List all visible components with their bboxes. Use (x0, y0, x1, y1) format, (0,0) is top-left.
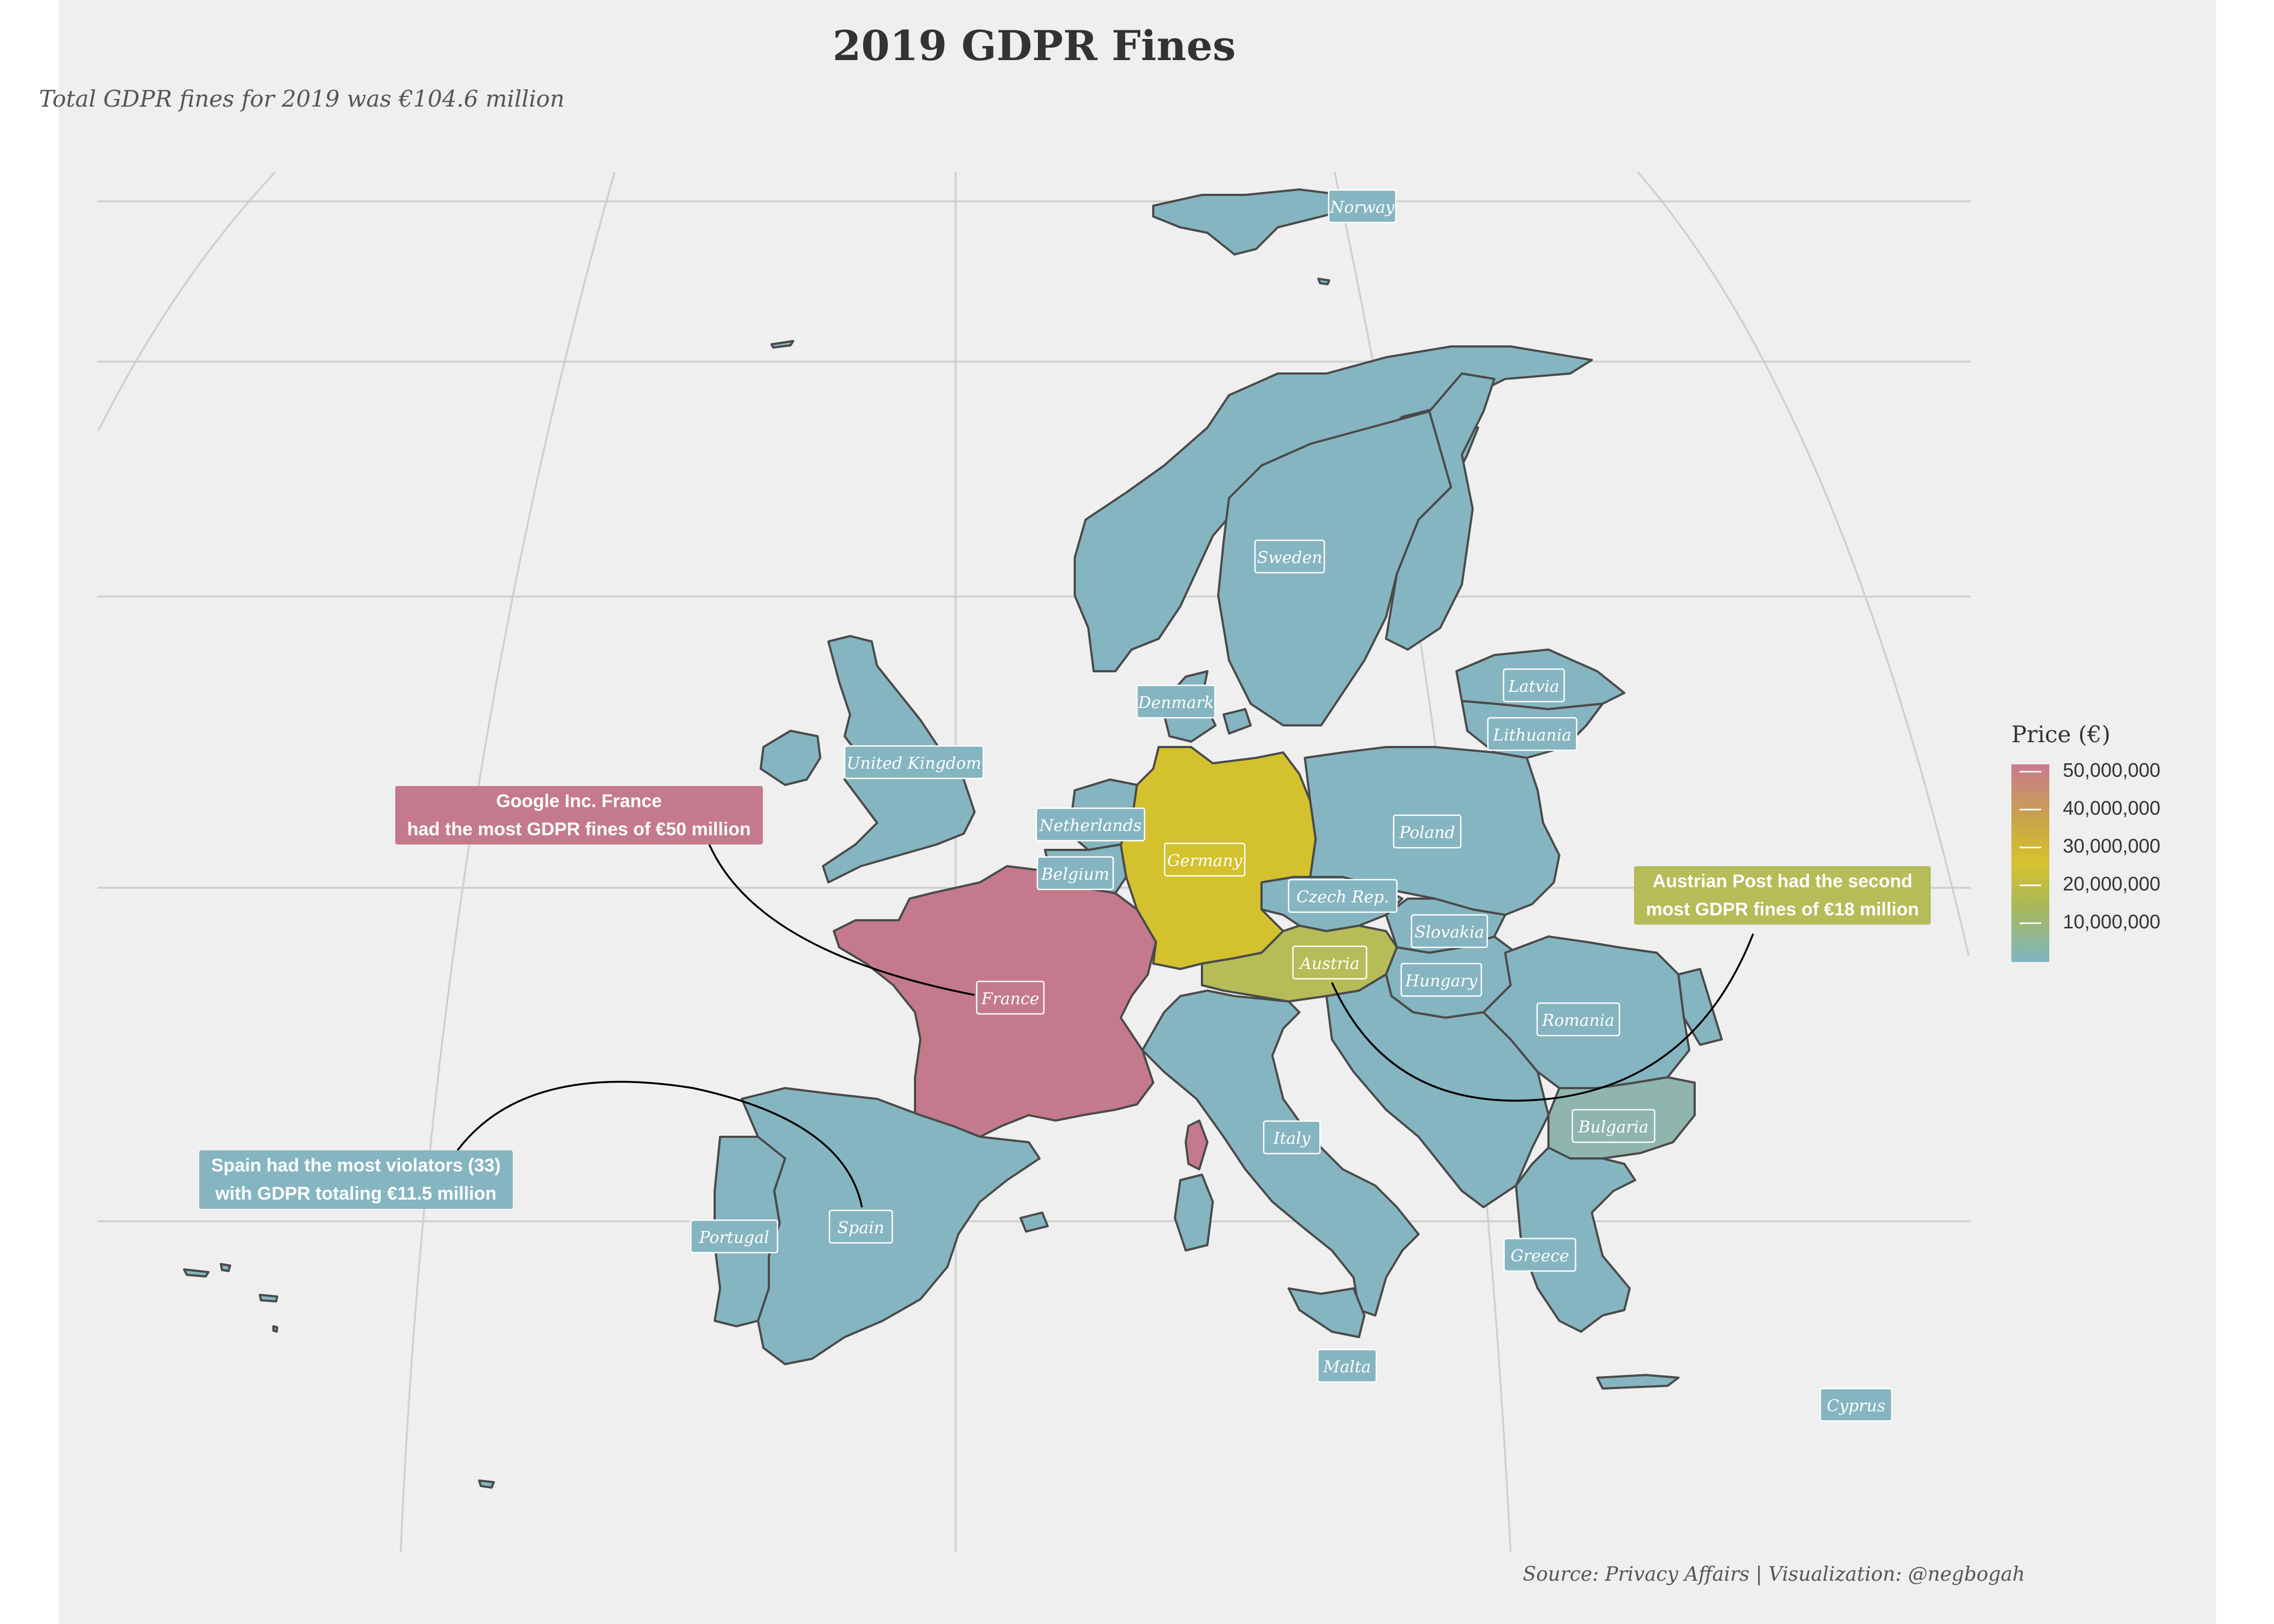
svg-text:Slovakia: Slovakia (1415, 923, 1485, 942)
legend-tick (2020, 847, 2041, 848)
svg-text:Denmark: Denmark (1138, 693, 1214, 712)
island (1317, 278, 1330, 285)
svg-text:Germany: Germany (1167, 852, 1243, 870)
svg-text:Italy: Italy (1273, 1129, 1311, 1148)
label-sweden: Sweden (1254, 539, 1325, 574)
svg-text:Poland: Poland (1399, 823, 1455, 842)
island (770, 340, 794, 349)
legend-tick (2020, 771, 2041, 772)
label-lithuania: Lithuania (1487, 717, 1578, 751)
label-romania: Romania (1536, 1002, 1620, 1037)
country-denmark-island (1223, 708, 1252, 735)
country-finland (1385, 372, 1495, 651)
spain-leader (456, 1081, 863, 1208)
svg-text:Latvia: Latvia (1508, 677, 1559, 696)
label-france: France (976, 980, 1045, 1015)
label-spain: Spain (828, 1209, 893, 1244)
label-germany: Germany (1164, 842, 1246, 877)
svg-text:Belgium: Belgium (1041, 865, 1109, 884)
label-cyprus: Cyprus (1819, 1387, 1893, 1422)
island (220, 1263, 231, 1272)
island (183, 1268, 210, 1278)
legend-label: 50,000,000 (2063, 759, 2161, 781)
annotation-austria: Austrian Post had the second most GDPR f… (1634, 866, 1931, 925)
map-caption: Source: Privacy Affairs | Visualization:… (1522, 1563, 2025, 1586)
legend-tick (2020, 809, 2041, 810)
svg-text:Greece: Greece (1511, 1247, 1569, 1266)
country-labels: Norway Sweden Latvia Lithuania Denmark U… (690, 189, 1893, 1422)
label-italy: Italy (1263, 1120, 1321, 1155)
country-spain-balearic (1020, 1212, 1049, 1233)
country-ireland (760, 730, 821, 786)
annotation-spain: Spain had the most violators (33) with G… (199, 1150, 513, 1209)
svg-text:Austria: Austria (1298, 954, 1360, 973)
svg-text:Bulgaria: Bulgaria (1578, 1118, 1649, 1137)
island (272, 1325, 278, 1333)
country-balkans (1325, 973, 1550, 1208)
label-netherlands: Netherlands (1035, 807, 1146, 842)
svg-text:Hungary: Hungary (1404, 972, 1478, 991)
legend-colorbar (2011, 764, 2049, 962)
island (259, 1294, 278, 1302)
svg-text:Cyprus: Cyprus (1827, 1397, 1885, 1416)
label-portugal: Portugal (690, 1219, 779, 1254)
country-italy-sicily (1288, 1287, 1365, 1338)
label-malta: Malta (1317, 1348, 1377, 1383)
svg-text:Romania: Romania (1541, 1011, 1615, 1030)
svg-text:France: France (981, 990, 1040, 1009)
svg-text:Norway: Norway (1329, 198, 1395, 217)
label-slovakia: Slovakia (1410, 914, 1488, 948)
svg-text:Netherlands: Netherlands (1039, 816, 1142, 835)
label-poland: Poland (1393, 814, 1462, 849)
legend-label: 40,000,000 (2063, 797, 2161, 819)
label-norway: Norway (1328, 189, 1397, 224)
label-united-kingdom: United Kingdom (844, 745, 984, 780)
legend-label: 10,000,000 (2063, 911, 2161, 933)
svg-text:Sweden: Sweden (1257, 548, 1322, 567)
label-hungary: Hungary (1400, 962, 1482, 997)
svg-text:Portugal: Portugal (698, 1228, 769, 1247)
label-belgium: Belgium (1036, 856, 1114, 890)
label-greece: Greece (1503, 1237, 1577, 1272)
map-subtitle: Total GDPR fines for 2019 was €104.6 mil… (39, 86, 565, 112)
graticule (97, 171, 1971, 1553)
country-greece-crete (1596, 1374, 1680, 1390)
legend-tick (2020, 885, 2041, 886)
svg-text:United Kingdom: United Kingdom (847, 754, 982, 773)
annotation-france: Google Inc. France had the most GDPR fin… (395, 786, 763, 844)
country-sweden (1217, 410, 1479, 726)
svg-text:Lithuania: Lithuania (1493, 726, 1572, 745)
label-denmark: Denmark (1136, 684, 1216, 719)
svg-text:Czech Rep.: Czech Rep. (1296, 888, 1389, 907)
legend-title: Price (€) (2011, 721, 2110, 748)
country-italy-sardinia (1174, 1174, 1214, 1252)
island (478, 1479, 495, 1489)
label-latvia: Latvia (1502, 668, 1565, 703)
label-bulgaria: Bulgaria (1571, 1109, 1656, 1143)
svg-text:Malta: Malta (1323, 1358, 1371, 1377)
label-austria: Austria (1292, 945, 1368, 980)
map-title: 2019 GDPR Fines (832, 22, 1236, 70)
country-norway-svalbard (1152, 188, 1382, 256)
legend-label: 30,000,000 (2063, 835, 2161, 857)
country-france-corsica (1185, 1119, 1208, 1170)
country-moldova (1677, 968, 1723, 1046)
france-leader (708, 844, 975, 996)
label-czech-rep: Czech Rep. (1288, 879, 1398, 913)
annotation-leaders (456, 844, 1754, 1208)
austria-leader (1331, 933, 1754, 1102)
legend-label: 20,000,000 (2063, 873, 2161, 895)
legend-tick (2020, 922, 2041, 924)
svg-text:Spain: Spain (838, 1219, 885, 1237)
